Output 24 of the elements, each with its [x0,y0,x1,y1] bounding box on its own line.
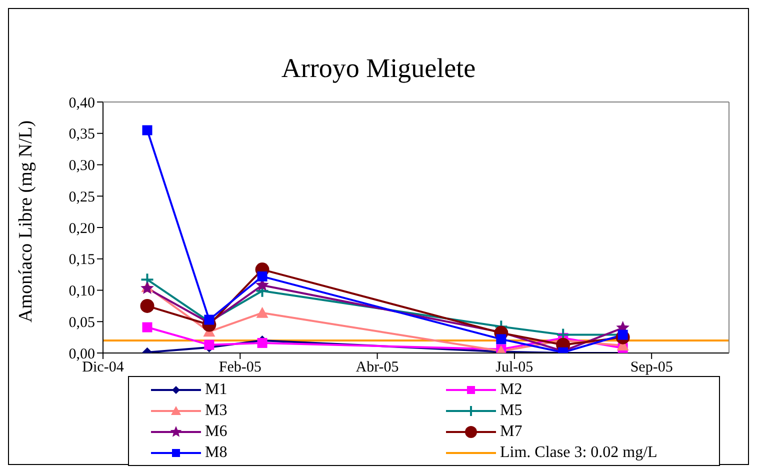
y-tick-label: 0,30 [68,158,95,174]
legend-label: M8 [205,444,228,462]
chart-title: Arroyo Miguelete [280,53,477,84]
y-tick-label: 0,15 [68,252,95,268]
x-tick-label: Dic-04 [82,360,124,376]
x-tick-label: Abr-05 [356,360,399,376]
legend-label: M6 [205,422,228,440]
y-tick-label: 0,10 [68,284,95,300]
legend-label: M5 [500,402,522,420]
x-tick-label: Jul-05 [496,360,534,376]
legend-label: M3 [205,402,228,420]
y-tick-label: 0,00 [68,346,95,362]
y-tick-label: 0,40 [68,95,95,112]
legend-label: M7 [500,422,522,440]
y-tick-label: 0,20 [68,220,95,237]
y-tick-label: 0,25 [68,189,95,206]
legend-label: Lim. Clase 3: 0.02 mg/L [500,444,658,462]
x-tick-label: Feb-05 [218,360,262,376]
y-tick-label: 0,35 [68,126,95,143]
legend-label: M1 [205,380,228,398]
legend-label: M2 [500,380,522,398]
x-tick-label: Sep-05 [630,360,673,376]
y-axis-title: Amoníaco Libre (mg N/L) [16,120,37,322]
y-tick-label: 0,05 [68,314,95,331]
